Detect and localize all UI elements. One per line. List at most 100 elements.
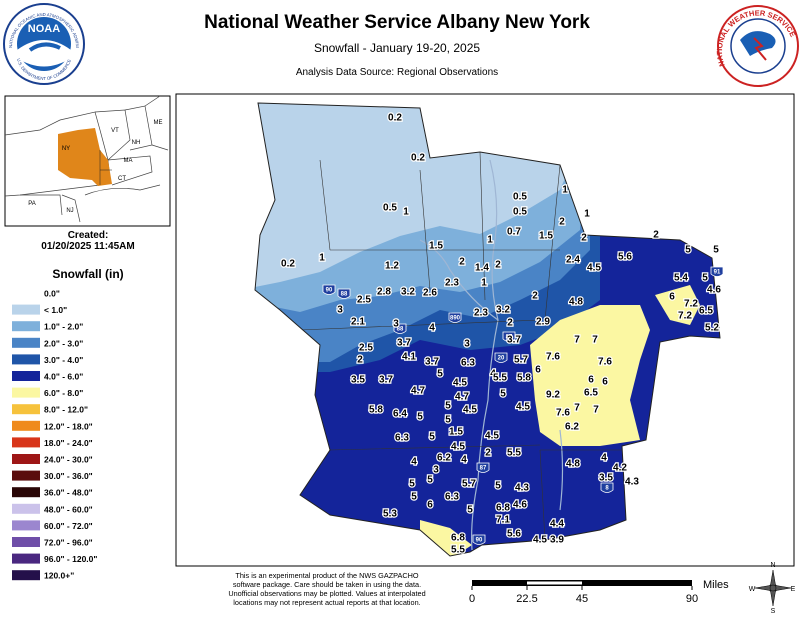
observation-value: 2.8 bbox=[377, 287, 391, 298]
observation-value: 0.2 bbox=[281, 259, 295, 270]
compass-letter: W bbox=[749, 586, 756, 593]
observation-value: 5 bbox=[500, 389, 506, 400]
shield-number: 8 bbox=[605, 486, 609, 492]
legend-label: 3.0" - 4.0" bbox=[44, 355, 83, 365]
observation-value: 7 bbox=[592, 335, 598, 346]
observation-value: 4.7 bbox=[411, 386, 425, 397]
observation-value: 0.5 bbox=[513, 192, 527, 203]
observation-value: 4.5 bbox=[451, 442, 465, 453]
observation-value: 1.2 bbox=[385, 261, 399, 272]
observation-value: 0.7 bbox=[507, 227, 521, 238]
observation-value: 2 bbox=[581, 233, 587, 244]
observation-value: 5 bbox=[427, 475, 433, 486]
shield-number: 88 bbox=[397, 327, 404, 333]
shields: 90 88 890 88 87 20 87 8 91 90 bbox=[322, 266, 724, 545]
observation-value: 5 bbox=[429, 432, 435, 443]
legend-swatch bbox=[12, 321, 40, 332]
shield-number: 87 bbox=[506, 335, 513, 341]
observation-value: 4.5 bbox=[516, 402, 530, 413]
observation-value: 5 bbox=[411, 492, 417, 503]
observation-value: 6.2 bbox=[437, 453, 451, 464]
observation-value: 3 bbox=[393, 319, 399, 330]
observation-value: 2.6 bbox=[423, 288, 437, 299]
scale-tick-label: 22.5 bbox=[516, 593, 537, 605]
observation-value: 5.6 bbox=[618, 252, 632, 263]
nws-logo: NATIONAL WEATHER SERVICE bbox=[715, 5, 799, 87]
created-label: Created: bbox=[68, 230, 109, 241]
observation-value: 1.4 bbox=[475, 263, 489, 274]
legend-label: 48.0" - 60.0" bbox=[44, 504, 93, 514]
observation-value: 4.6 bbox=[707, 285, 721, 296]
observation-value: 5.2 bbox=[705, 323, 719, 334]
observation-value: 4.2 bbox=[613, 463, 627, 474]
observation-value: 4.5 bbox=[463, 405, 477, 416]
observation-value: 5 bbox=[409, 479, 415, 490]
observation-value: 3.5 bbox=[351, 375, 365, 386]
observation-value: 2 bbox=[532, 291, 538, 302]
observation-value: 4 bbox=[411, 457, 417, 468]
legend-swatch bbox=[12, 570, 40, 581]
shield-icon bbox=[448, 312, 462, 323]
observation-value: 2 bbox=[357, 355, 363, 366]
observation-value: 6 bbox=[427, 500, 433, 511]
observation-value: 5.4 bbox=[674, 273, 688, 284]
observation-value: 6.8 bbox=[496, 503, 510, 514]
observation-value: 3.2 bbox=[496, 305, 510, 316]
observation-value: 7.2 bbox=[678, 311, 692, 322]
observation-value: 6.2 bbox=[565, 422, 579, 433]
observation-value: 7 bbox=[574, 335, 580, 346]
region-fill bbox=[420, 520, 472, 556]
legend-label: 8.0" - 12.0" bbox=[44, 405, 88, 415]
created-date: 01/20/2025 11:45AM bbox=[41, 241, 134, 252]
observation-value: 0.5 bbox=[513, 207, 527, 218]
inset-label: NJ bbox=[66, 208, 73, 214]
observation-value: 3.2 bbox=[401, 287, 415, 298]
observation-value: 5 bbox=[437, 369, 443, 380]
observation-value: 7 bbox=[593, 405, 599, 416]
legend-label: 60.0" - 72.0" bbox=[44, 521, 93, 531]
observation-value: 7.6 bbox=[598, 357, 612, 368]
shield-icon bbox=[476, 462, 490, 473]
legend-swatch bbox=[12, 337, 40, 348]
inset-labels: VT NH ME NY MA CT PA NJ bbox=[28, 120, 162, 214]
observation-value: 2 bbox=[559, 217, 565, 228]
observation-value: 5 bbox=[702, 273, 708, 284]
observation-value: 4.3 bbox=[625, 477, 639, 488]
observation-value: 5 bbox=[713, 245, 719, 256]
shield-icon bbox=[600, 482, 614, 493]
shield-icon bbox=[337, 288, 351, 299]
scale-unit: Miles bbox=[703, 579, 729, 591]
observation-value: 6.4 bbox=[393, 409, 407, 420]
observation-value: 1 bbox=[584, 209, 590, 220]
observation-value: 3 bbox=[433, 465, 439, 476]
scale-tick-label: 90 bbox=[686, 593, 698, 605]
observation-value: 6.5 bbox=[584, 388, 598, 399]
observation-value: 1 bbox=[481, 278, 487, 289]
legend-label: 6.0" - 8.0" bbox=[44, 388, 83, 398]
observation-value: 4 bbox=[429, 323, 435, 334]
snowfall-regions bbox=[255, 103, 720, 556]
legend-swatch bbox=[12, 404, 40, 415]
legend-label: 18.0" - 24.0" bbox=[44, 438, 93, 448]
inset-label: NH bbox=[132, 140, 141, 146]
title: National Weather Service Albany New York bbox=[204, 12, 590, 33]
footer-line: software package. Care should be taken i… bbox=[233, 580, 421, 589]
legend-label: 1.0" - 2.0" bbox=[44, 322, 83, 332]
observation-value: 6.3 bbox=[395, 433, 409, 444]
observation-value: 7.1 bbox=[496, 515, 510, 526]
inset-label: ME bbox=[154, 120, 163, 126]
scale-bar: 0 22.5 45 90 Miles bbox=[469, 579, 729, 605]
scale-tick-label: 45 bbox=[576, 593, 588, 605]
legend-swatch bbox=[12, 437, 40, 448]
observation-value: 4.8 bbox=[566, 459, 580, 470]
observation-value: 4.1 bbox=[402, 352, 416, 363]
shield-icon bbox=[472, 534, 486, 545]
observation-value: 3.7 bbox=[507, 335, 521, 346]
rivers bbox=[419, 159, 564, 551]
observation-value: 5 bbox=[467, 505, 473, 516]
observation-value: 1.5 bbox=[429, 241, 443, 252]
shield-number: 890 bbox=[450, 316, 461, 322]
observation-value: 6 bbox=[588, 375, 594, 386]
legend-swatch bbox=[12, 503, 40, 514]
